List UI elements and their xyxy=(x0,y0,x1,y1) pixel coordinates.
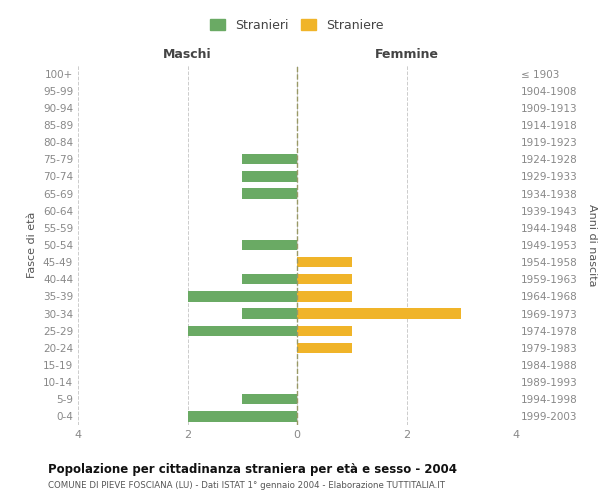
Bar xyxy=(187,412,297,422)
Bar xyxy=(297,308,461,318)
Text: Popolazione per cittadinanza straniera per età e sesso - 2004: Popolazione per cittadinanza straniera p… xyxy=(48,462,457,475)
Bar xyxy=(297,257,352,268)
Bar xyxy=(297,326,352,336)
Bar xyxy=(242,394,297,404)
Bar xyxy=(242,172,297,181)
Text: COMUNE DI PIEVE FOSCIANA (LU) - Dati ISTAT 1° gennaio 2004 - Elaborazione TUTTIT: COMUNE DI PIEVE FOSCIANA (LU) - Dati IST… xyxy=(48,481,445,490)
Bar xyxy=(297,342,352,353)
Y-axis label: Fasce di età: Fasce di età xyxy=(28,212,37,278)
Bar xyxy=(242,274,297,284)
Bar xyxy=(242,240,297,250)
Bar xyxy=(187,292,297,302)
Bar xyxy=(297,274,352,284)
Y-axis label: Anni di nascita: Anni di nascita xyxy=(587,204,597,286)
Bar xyxy=(187,326,297,336)
Text: Maschi: Maschi xyxy=(163,48,212,62)
Text: Femmine: Femmine xyxy=(374,48,439,62)
Legend: Stranieri, Straniere: Stranieri, Straniere xyxy=(205,14,389,36)
Bar xyxy=(242,154,297,164)
Bar xyxy=(242,188,297,198)
Bar xyxy=(242,308,297,318)
Bar xyxy=(297,292,352,302)
